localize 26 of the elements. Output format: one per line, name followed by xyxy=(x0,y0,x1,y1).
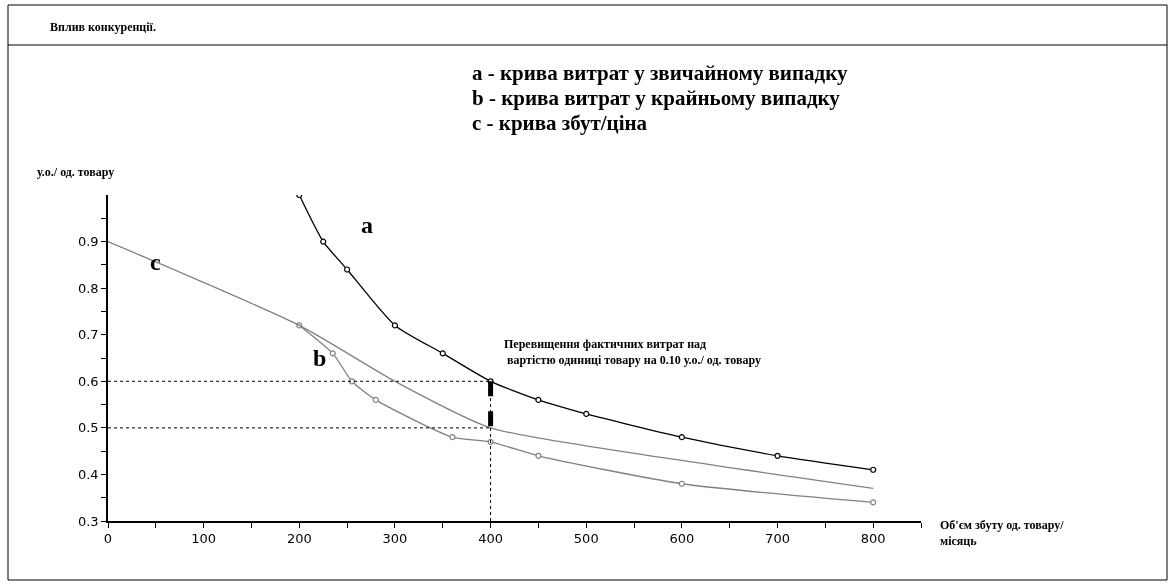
x-tick-label: 500 xyxy=(573,531,599,547)
x-tick-label: 600 xyxy=(669,531,695,547)
annotation: Перевищення фактичних витрат над вартістю одиниці товару на 0.10 у.о./ од. товару xyxy=(504,337,761,367)
y-tick-label: 0.8 xyxy=(77,280,99,296)
y-tick-label: 0.9 xyxy=(77,234,99,250)
series-label: c xyxy=(150,249,161,275)
series-label: b xyxy=(313,345,327,371)
y-tick-label: 0.5 xyxy=(77,420,99,436)
x-tick-label: 200 xyxy=(286,531,312,547)
series-label: a xyxy=(361,212,373,238)
x-tick-label: 400 xyxy=(478,531,503,547)
text: b - крива витрат у крайньому випадку xyxy=(472,86,841,110)
x-axis-title: Об'єм збуту од. товару/ місяць xyxy=(940,518,1065,548)
y-tick-label: 0.4 xyxy=(77,466,99,482)
y-tick-label: 0.7 xyxy=(77,327,99,343)
x-tick-label: 100 xyxy=(191,531,217,547)
text: a - крива витрат у звичайному випадку xyxy=(472,61,848,85)
x-tick-label: 800 xyxy=(860,531,886,547)
x-tick-label: 300 xyxy=(382,531,408,547)
x-tick-label: 0 xyxy=(103,531,113,547)
y-tick-label: 0.3 xyxy=(77,513,99,529)
y-axis-title: у.о./ од. товару xyxy=(37,165,115,179)
x-tick-label: 700 xyxy=(765,531,790,547)
text: c - крива збут/ціна xyxy=(472,111,648,135)
chart-title: Вплив конкуренції. xyxy=(50,20,156,34)
y-tick-label: 0.6 xyxy=(77,373,99,389)
